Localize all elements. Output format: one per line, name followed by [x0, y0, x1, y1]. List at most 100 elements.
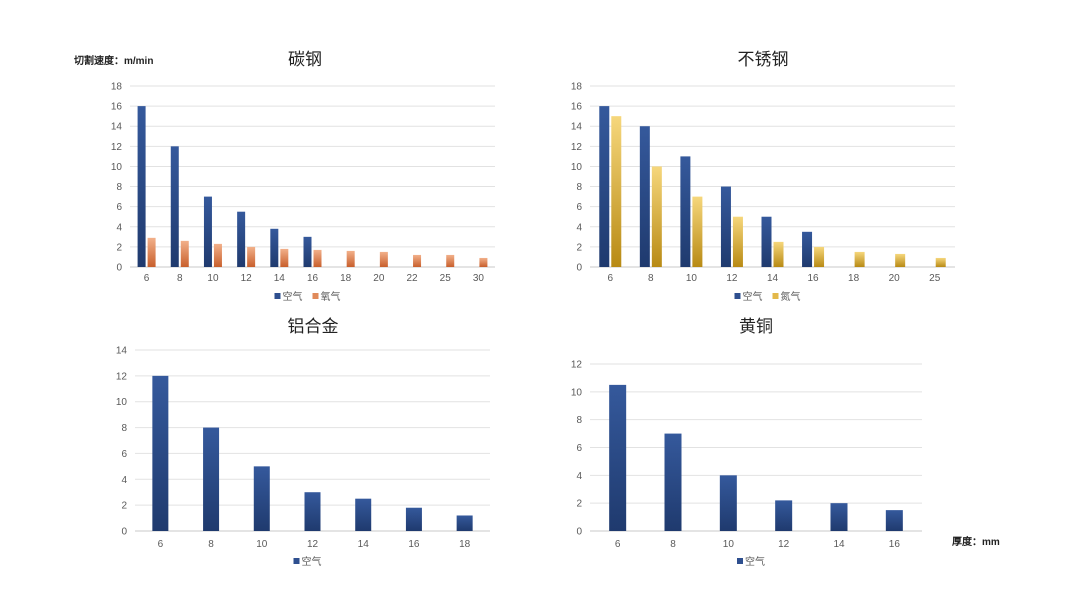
bar-oxygen	[479, 257, 488, 267]
bar-air	[253, 466, 270, 531]
bar-air	[152, 375, 169, 531]
y-tick-label: 0	[576, 263, 582, 274]
x-tick-label: 14	[358, 539, 370, 550]
x-tick-label: 6	[144, 273, 150, 284]
bar-nitrogen	[895, 253, 906, 267]
bar-nitrogen	[651, 166, 662, 267]
y-tick-label: 18	[571, 82, 583, 93]
y-axis-unit-label: 切割速度：m/min	[74, 56, 154, 67]
x-tick-label: 30	[473, 273, 485, 284]
y-tick-label: 10	[111, 162, 123, 173]
bar-air	[609, 384, 627, 531]
y-tick-label: 2	[576, 242, 582, 253]
x-tick-label: 14	[767, 273, 779, 284]
bar-oxygen	[379, 251, 388, 267]
x-tick-label: 8	[208, 539, 214, 550]
x-tick-label: 18	[340, 273, 352, 284]
bar-air	[270, 228, 279, 267]
bar-air	[719, 475, 737, 531]
y-tick-label: 18	[111, 82, 123, 93]
bar-oxygen	[147, 237, 156, 267]
bar-nitrogen	[854, 251, 865, 267]
y-tick-label: 10	[116, 397, 128, 408]
y-tick-label: 12	[571, 360, 583, 371]
bar-oxygen	[247, 246, 256, 267]
x-tick-label: 20	[373, 273, 385, 284]
y-tick-label: 14	[111, 122, 123, 133]
y-tick-label: 10	[571, 162, 583, 173]
x-tick-label: 16	[307, 273, 319, 284]
x-tick-label: 25	[440, 273, 452, 284]
legend-label: 空气	[283, 290, 303, 303]
x-tick-label: 10	[723, 539, 735, 550]
x-tick-label: 8	[648, 273, 654, 284]
bar-air	[170, 146, 179, 267]
bar-oxygen	[346, 250, 355, 267]
y-tick-label: 6	[576, 202, 582, 213]
y-tick-label: 10	[571, 387, 583, 398]
y-tick-label: 8	[576, 182, 582, 193]
y-tick-label: 12	[571, 142, 583, 153]
bar-air	[680, 156, 691, 267]
legend-swatch	[274, 293, 281, 299]
legend-swatch	[293, 558, 300, 564]
y-tick-label: 16	[571, 102, 583, 113]
chart-title: 黄铜	[739, 317, 773, 336]
x-axis-unit-label: 厚度：mm	[952, 537, 1000, 548]
x-tick-label: 10	[256, 539, 268, 550]
x-tick-label: 14	[833, 539, 845, 550]
bar-air	[720, 186, 731, 267]
x-tick-label: 6	[615, 539, 621, 550]
bar-oxygen	[280, 248, 289, 267]
bar-air	[664, 433, 682, 531]
y-tick-label: 0	[121, 527, 127, 538]
chart-title: 铝合金	[288, 317, 339, 336]
y-tick-label: 4	[576, 222, 582, 233]
bar-nitrogen	[692, 196, 703, 267]
bar-oxygen	[213, 243, 222, 267]
x-tick-label: 10	[207, 273, 219, 284]
bar-air	[304, 492, 321, 531]
legend-swatch	[737, 558, 743, 564]
bar-air	[237, 211, 246, 267]
y-tick-label: 16	[111, 102, 123, 113]
y-tick-label: 2	[116, 242, 122, 253]
y-tick-label: 4	[576, 471, 582, 482]
x-tick-label: 18	[848, 273, 860, 284]
legend-label: 空气	[743, 290, 763, 303]
bar-air	[303, 236, 312, 267]
y-tick-label: 4	[121, 475, 127, 486]
x-tick-label: 8	[177, 273, 183, 284]
bar-air	[761, 216, 772, 267]
y-tick-label: 6	[116, 202, 122, 213]
bar-air	[830, 503, 848, 531]
bar-air	[405, 507, 422, 531]
y-tick-label: 2	[576, 499, 582, 510]
x-tick-label: 16	[408, 539, 420, 550]
x-tick-label: 16	[889, 539, 901, 550]
x-tick-label: 6	[158, 539, 164, 550]
x-tick-label: 18	[459, 539, 471, 550]
x-tick-label: 22	[406, 273, 418, 284]
chart-title: 不锈钢	[738, 50, 789, 69]
x-tick-label: 12	[778, 539, 790, 550]
bar-air	[775, 500, 793, 531]
y-tick-label: 6	[576, 443, 582, 454]
legend-label: 氧气	[321, 290, 341, 303]
bar-air	[137, 106, 146, 267]
bar-nitrogen	[611, 116, 622, 268]
x-tick-label: 6	[607, 273, 613, 284]
y-tick-label: 6	[121, 449, 127, 460]
y-tick-label: 12	[111, 142, 123, 153]
y-tick-label: 2	[121, 501, 127, 512]
chart-title: 碳钢	[288, 50, 322, 69]
x-tick-label: 12	[307, 539, 319, 550]
x-tick-label: 25	[929, 273, 941, 284]
y-tick-label: 14	[571, 122, 583, 133]
x-tick-label: 20	[889, 273, 901, 284]
bar-air	[802, 231, 813, 267]
legend-swatch	[734, 293, 741, 299]
